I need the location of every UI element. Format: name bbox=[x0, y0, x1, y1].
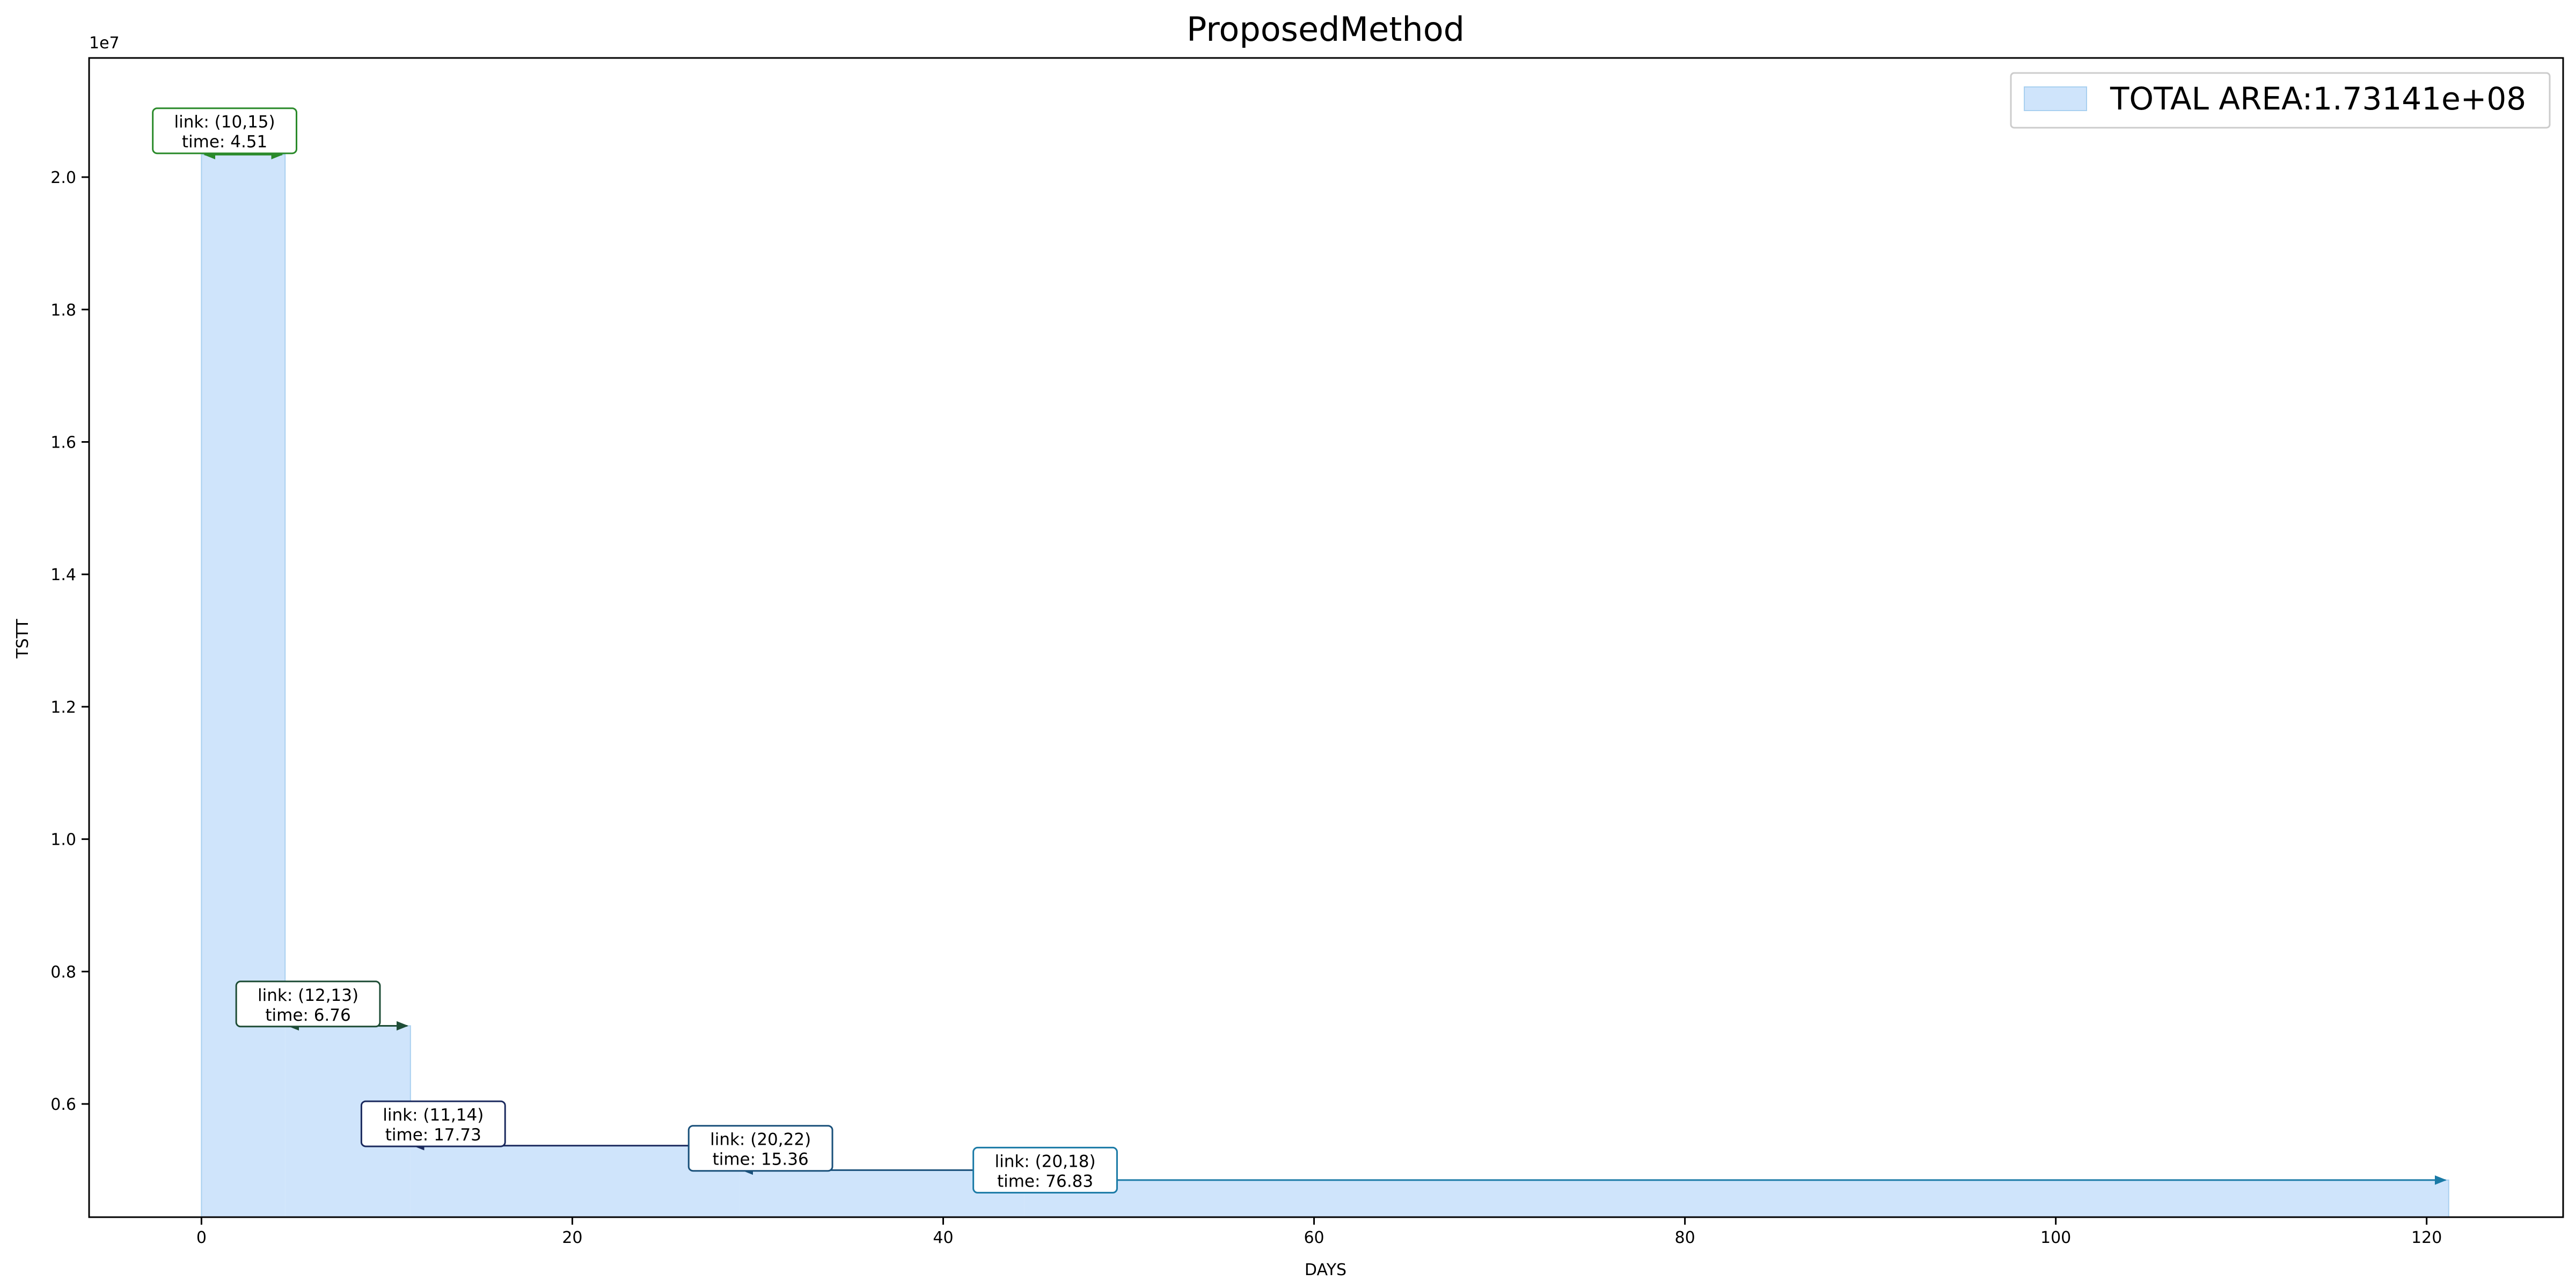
annotation-4: link: (20,18)time: 76.83 bbox=[972, 1146, 2447, 1194]
y-tick-label-0: 0.6 bbox=[50, 1095, 76, 1114]
x-tick-label-5: 100 bbox=[2040, 1228, 2071, 1247]
legend-swatch bbox=[2024, 86, 2087, 111]
y-tick-label-5: 1.6 bbox=[50, 433, 76, 452]
annotation-link-0: link: (10,15) bbox=[174, 113, 275, 132]
chart-title: ProposedMethod bbox=[1187, 10, 1465, 49]
area-layer bbox=[201, 154, 2449, 1217]
annotation-box-4 bbox=[972, 1146, 1118, 1194]
x-tick-label-3: 60 bbox=[1304, 1228, 1324, 1247]
annotation-time-3: time: 15.36 bbox=[713, 1150, 809, 1169]
annotation-box-2 bbox=[360, 1100, 506, 1147]
x-axis-label: DAYS bbox=[1305, 1261, 1346, 1279]
legend-box bbox=[2010, 72, 2551, 129]
annotation-box-3 bbox=[687, 1125, 833, 1172]
annotation-link-2: link: (11,14) bbox=[383, 1106, 484, 1125]
annotation-0: link: (10,15)time: 4.51 bbox=[152, 107, 297, 159]
x-tick-label-1: 20 bbox=[562, 1228, 582, 1247]
legend-label: TOTAL AREA:1.73141e+08 bbox=[2110, 80, 2526, 117]
annotation-2: link: (11,14)time: 17.73 bbox=[360, 1100, 737, 1151]
x-tick-label-6: 120 bbox=[2411, 1228, 2442, 1247]
area-step-2 bbox=[410, 1145, 740, 1217]
y-tick-label-1: 0.8 bbox=[50, 963, 76, 982]
annotation-time-4: time: 76.83 bbox=[997, 1172, 1093, 1191]
area-step-0 bbox=[201, 155, 286, 1217]
y-tick-label-7: 2.0 bbox=[50, 169, 76, 187]
annotation-1: link: (12,13)time: 6.76 bbox=[235, 980, 408, 1031]
annotation-time-0: time: 4.51 bbox=[182, 133, 267, 152]
annotation-link-4: link: (20,18) bbox=[994, 1152, 1095, 1171]
y-tick-label-3: 1.2 bbox=[50, 698, 76, 717]
annotation-time-1: time: 6.76 bbox=[265, 1006, 350, 1025]
x-tick-label-2: 40 bbox=[933, 1228, 953, 1247]
annotation-link-1: link: (12,13) bbox=[258, 986, 358, 1005]
annotation-box-1 bbox=[235, 980, 381, 1028]
x-tick-label-0: 0 bbox=[196, 1228, 207, 1247]
y-axis-ticks: 0.6 0.8 1.0 1.2 1.4 1.6 1.8 2.0 bbox=[50, 169, 89, 1114]
legend: TOTAL AREA:1.73141e+08 bbox=[2010, 72, 2551, 129]
y-axis-label: TSTT bbox=[13, 619, 32, 659]
x-tick-label-4: 80 bbox=[1674, 1228, 1695, 1247]
y-tick-label-2: 1.0 bbox=[50, 831, 76, 850]
annotation-3: link: (20,22)time: 15.36 bbox=[687, 1125, 1022, 1175]
plot-frame bbox=[88, 57, 2564, 1218]
x-axis-ticks: 0 20 40 60 80 100 120 bbox=[196, 1217, 2442, 1247]
y-axis-offset-text: 1e7 bbox=[89, 34, 120, 53]
area-step-4 bbox=[1024, 1180, 2449, 1217]
y-tick-label-6: 1.8 bbox=[50, 301, 76, 320]
annotation-link-3: link: (20,22) bbox=[710, 1130, 811, 1150]
y-tick-label-4: 1.4 bbox=[50, 566, 76, 584]
annotation-time-2: time: 17.73 bbox=[385, 1125, 481, 1145]
annotation-box-0 bbox=[152, 107, 297, 155]
